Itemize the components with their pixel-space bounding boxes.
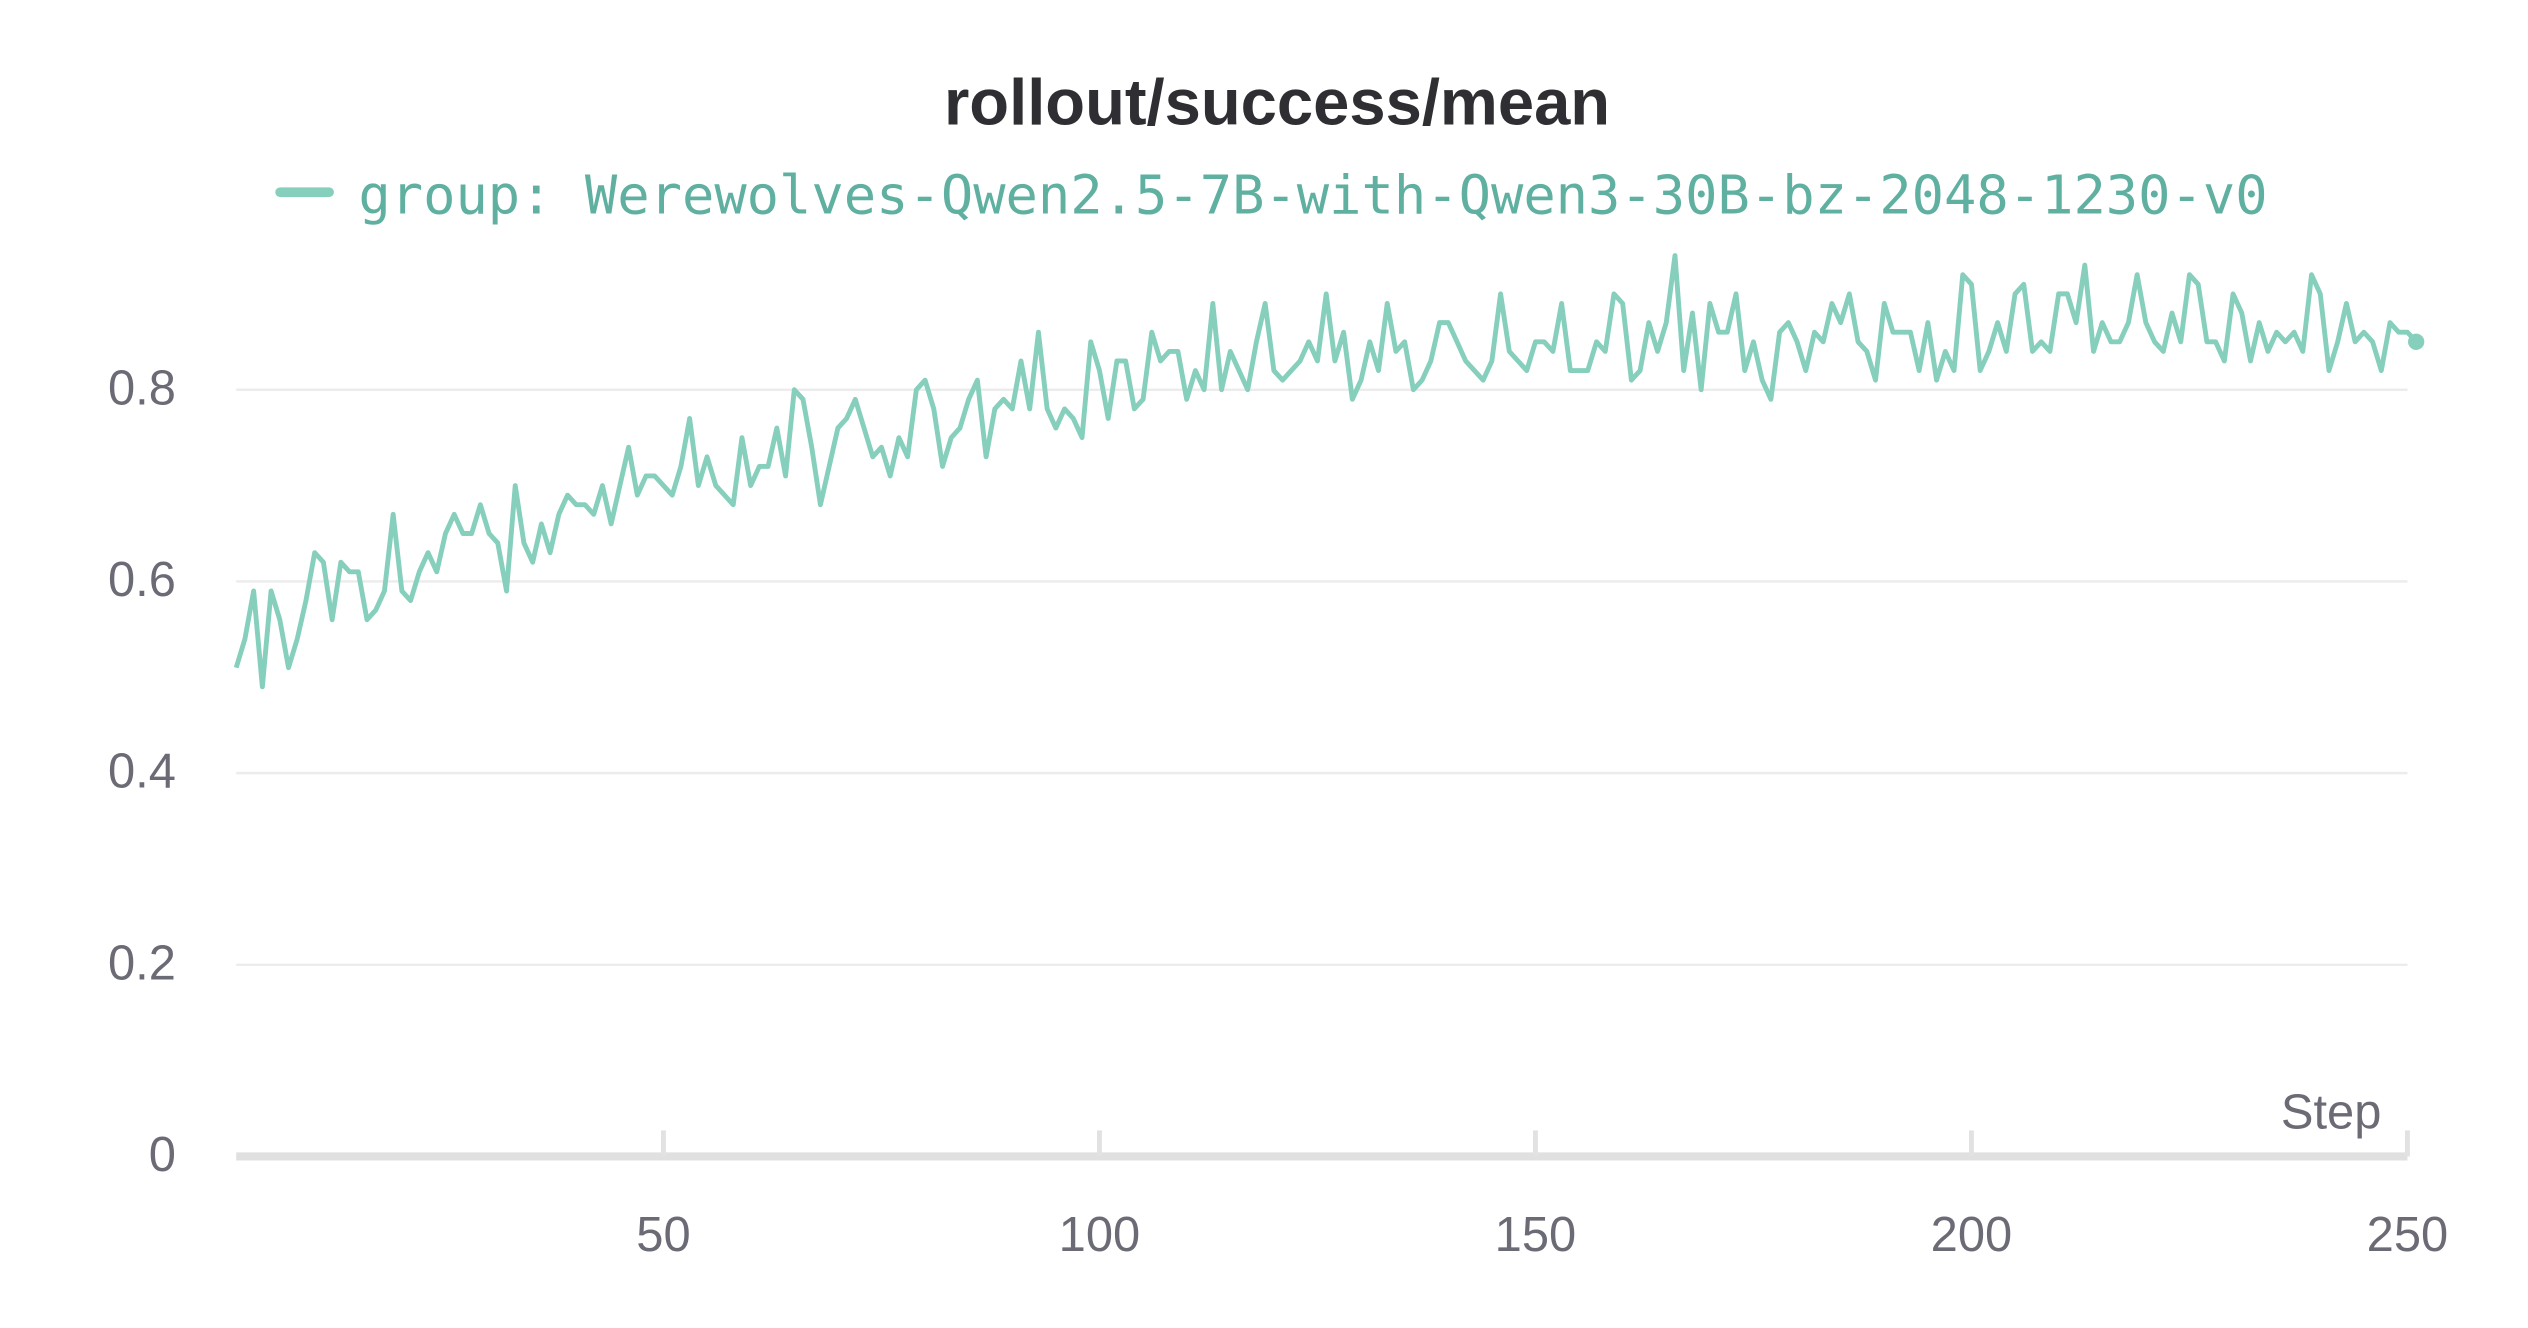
y-tick-label: 0.6 [108,553,176,607]
y-tick-label: 0.4 [108,745,176,799]
series-line [233,253,2418,690]
y-tick-label: 0.2 [108,936,176,990]
legend-label: group: Werewolves-Qwen2.5-7B-with-Qwen3-… [358,163,2267,226]
y-tick-label: 0 [149,1128,176,1182]
x-tick-label: 250 [2367,1208,2449,1262]
x-tick-label: 100 [1059,1208,1141,1262]
x-tick-label: 150 [1495,1208,1577,1262]
x-tick-label: 50 [636,1208,690,1262]
x-tick-label: 200 [1931,1208,2013,1262]
y-tick-label: 0.8 [108,361,176,415]
chart-title: rollout/success/mean [944,66,1610,139]
x-axis-label: Step [2281,1086,2382,1140]
end-point [2408,333,2425,350]
